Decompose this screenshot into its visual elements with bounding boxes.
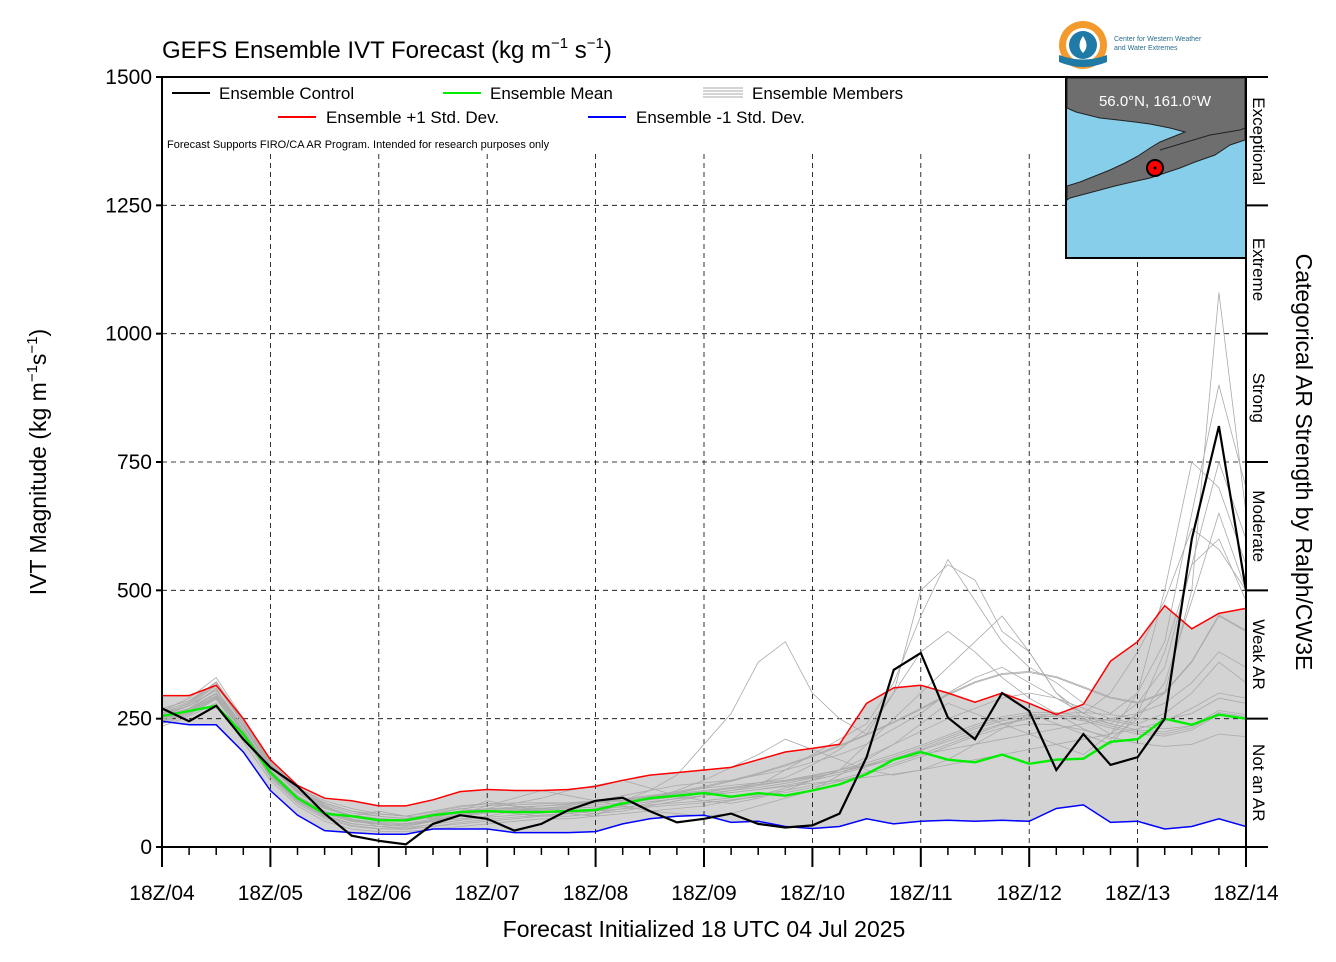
chart-title: GEFS Ensemble IVT Forecast (kg m−1 s−1): [162, 35, 612, 64]
member-line: [162, 615, 1246, 817]
y-tick-label: 750: [117, 451, 152, 474]
category-label: Moderate: [1249, 490, 1268, 562]
std-dev-spread: [162, 605, 1246, 835]
category-label: Weak AR: [1249, 619, 1268, 690]
research-note: Forecast Supports FIRO/CA AR Program. In…: [167, 139, 550, 151]
x-tick-label: 18Z/08: [563, 882, 628, 905]
member-line: [162, 528, 1246, 817]
y-tick-label: 1500: [105, 66, 152, 89]
member-line: [162, 661, 1246, 832]
logo-text-line2: and Water Extremes: [1114, 45, 1178, 52]
member-line: [162, 689, 1246, 822]
inset-map: 56.0°N, 161.0°W: [1065, 76, 1247, 259]
category-label: Exceptional: [1249, 97, 1268, 185]
legend-label-mean: Ensemble Mean: [490, 84, 613, 103]
member-line: [162, 614, 1246, 819]
ensemble-1-std-dev-line: [162, 720, 1246, 835]
right-axis-label: Categorical AR Strength by Ralph/CW3E: [1291, 254, 1317, 671]
series-lines: [162, 425, 1246, 846]
x-tick-label: 18Z/04: [129, 882, 195, 905]
legend-label-minus-std: Ensemble -1 Std. Dev.: [636, 108, 805, 127]
y-axis-label: IVT Magnitude (kg m−1s−1): [24, 329, 51, 595]
x-tick-label: 18Z/07: [455, 882, 520, 905]
category-label: Not an AR: [1249, 744, 1268, 822]
ensemble-members: [162, 292, 1246, 832]
y-axis: 0 250 500 750 1000 1250 1500: [105, 66, 162, 859]
x-tick-label: 18Z/10: [780, 882, 845, 905]
inset-location-label: 56.0°N, 161.0°W: [1099, 93, 1212, 110]
member-line: [162, 698, 1246, 830]
y-tick-label: 250: [117, 708, 152, 731]
category-axis: Not an AR Weak AR Moderate Strong Extreme Exc…: [1246, 76, 1268, 848]
y-tick-label: 1000: [105, 323, 152, 346]
legend-label-members: Ensemble Members: [752, 84, 903, 103]
x-tick-label: 18Z/05: [238, 882, 303, 905]
x-tick-label: 18Z/11: [889, 882, 953, 905]
x-tick-label: 18Z/13: [1105, 882, 1170, 905]
legend-label-control: Ensemble Control: [219, 84, 354, 103]
x-tick-label: 18Z/14: [1213, 882, 1279, 905]
ensemble-control-line: [162, 425, 1246, 846]
legend-label-plus-std: Ensemble +1 Std. Dev.: [326, 108, 499, 127]
y-tick-label: 0: [140, 836, 152, 859]
legend: Ensemble Control Ensemble Mean Ensemble …: [167, 84, 903, 151]
logo-text-line1: Center for Western Weather: [1114, 36, 1202, 43]
member-line: [162, 695, 1246, 826]
member-line: [162, 684, 1246, 821]
y-tick-label: 1250: [105, 194, 152, 217]
category-label: Extreme: [1249, 238, 1268, 301]
x-tick-label: 18Z/09: [671, 882, 736, 905]
y-tick-label: 500: [117, 579, 152, 602]
ensemble-1-std-dev-line: [162, 604, 1246, 807]
x-axis-label: Forecast Initialized 18 UTC 04 Jul 2025: [503, 916, 906, 942]
x-tick-label: 18Z/06: [346, 882, 411, 905]
x-axis: 18Z/04 18Z/05 18Z/06 18Z/07 18Z/08 18Z/09 18Z/…: [129, 847, 1279, 905]
cw3e-logo: Center for Western Weather and Water Ext…: [1059, 21, 1202, 69]
x-tick-label: 18Z/12: [997, 882, 1062, 905]
category-label: Strong: [1249, 373, 1268, 423]
